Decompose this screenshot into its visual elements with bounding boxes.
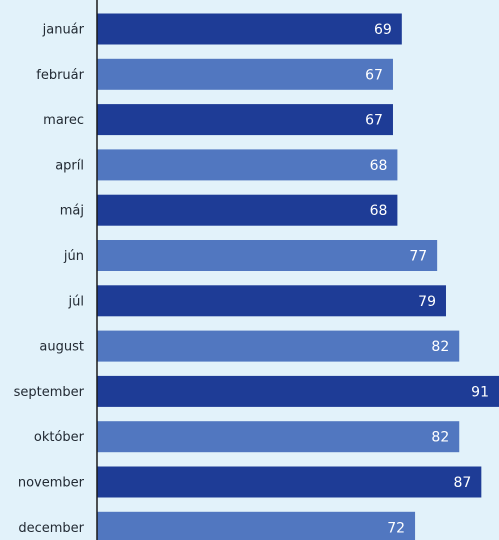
value-labels-group: 69 67 67 68 68 77 79 82 91 82 87 72 xyxy=(365,22,489,536)
bar xyxy=(97,104,393,136)
value-label: 77 xyxy=(409,249,427,265)
value-label: 82 xyxy=(431,430,449,446)
bar xyxy=(97,511,416,540)
value-label: 67 xyxy=(365,113,383,129)
category-label: december xyxy=(18,521,84,536)
value-label: 79 xyxy=(418,294,436,310)
bar xyxy=(97,194,398,226)
value-label: 91 xyxy=(471,384,489,400)
bar xyxy=(97,421,460,453)
bar xyxy=(97,13,402,45)
bar xyxy=(97,149,398,181)
category-label: február xyxy=(36,68,84,83)
value-label: 69 xyxy=(374,22,392,38)
value-label: 87 xyxy=(454,475,472,491)
value-label: 72 xyxy=(387,520,405,536)
category-labels-group: január február marec apríl máj jún júl august se… xyxy=(14,23,85,536)
category-label: august xyxy=(39,340,84,355)
bars-group xyxy=(97,13,499,540)
category-label: jún xyxy=(63,249,84,264)
category-label: máj xyxy=(60,204,84,219)
bar xyxy=(97,330,460,362)
category-label: júl xyxy=(68,294,84,309)
value-label: 68 xyxy=(370,158,388,174)
bar xyxy=(97,375,499,407)
category-label: marec xyxy=(43,113,84,128)
bar xyxy=(97,466,482,498)
value-label: 68 xyxy=(370,203,388,219)
category-label: január xyxy=(42,23,85,38)
category-label: apríl xyxy=(55,158,84,173)
category-label: október xyxy=(34,430,85,445)
category-label: november xyxy=(18,476,85,491)
bar xyxy=(97,58,393,90)
bar xyxy=(97,240,438,271)
bar xyxy=(97,285,446,317)
category-label: september xyxy=(14,385,85,400)
value-label: 82 xyxy=(431,339,449,355)
value-label: 67 xyxy=(365,67,383,83)
